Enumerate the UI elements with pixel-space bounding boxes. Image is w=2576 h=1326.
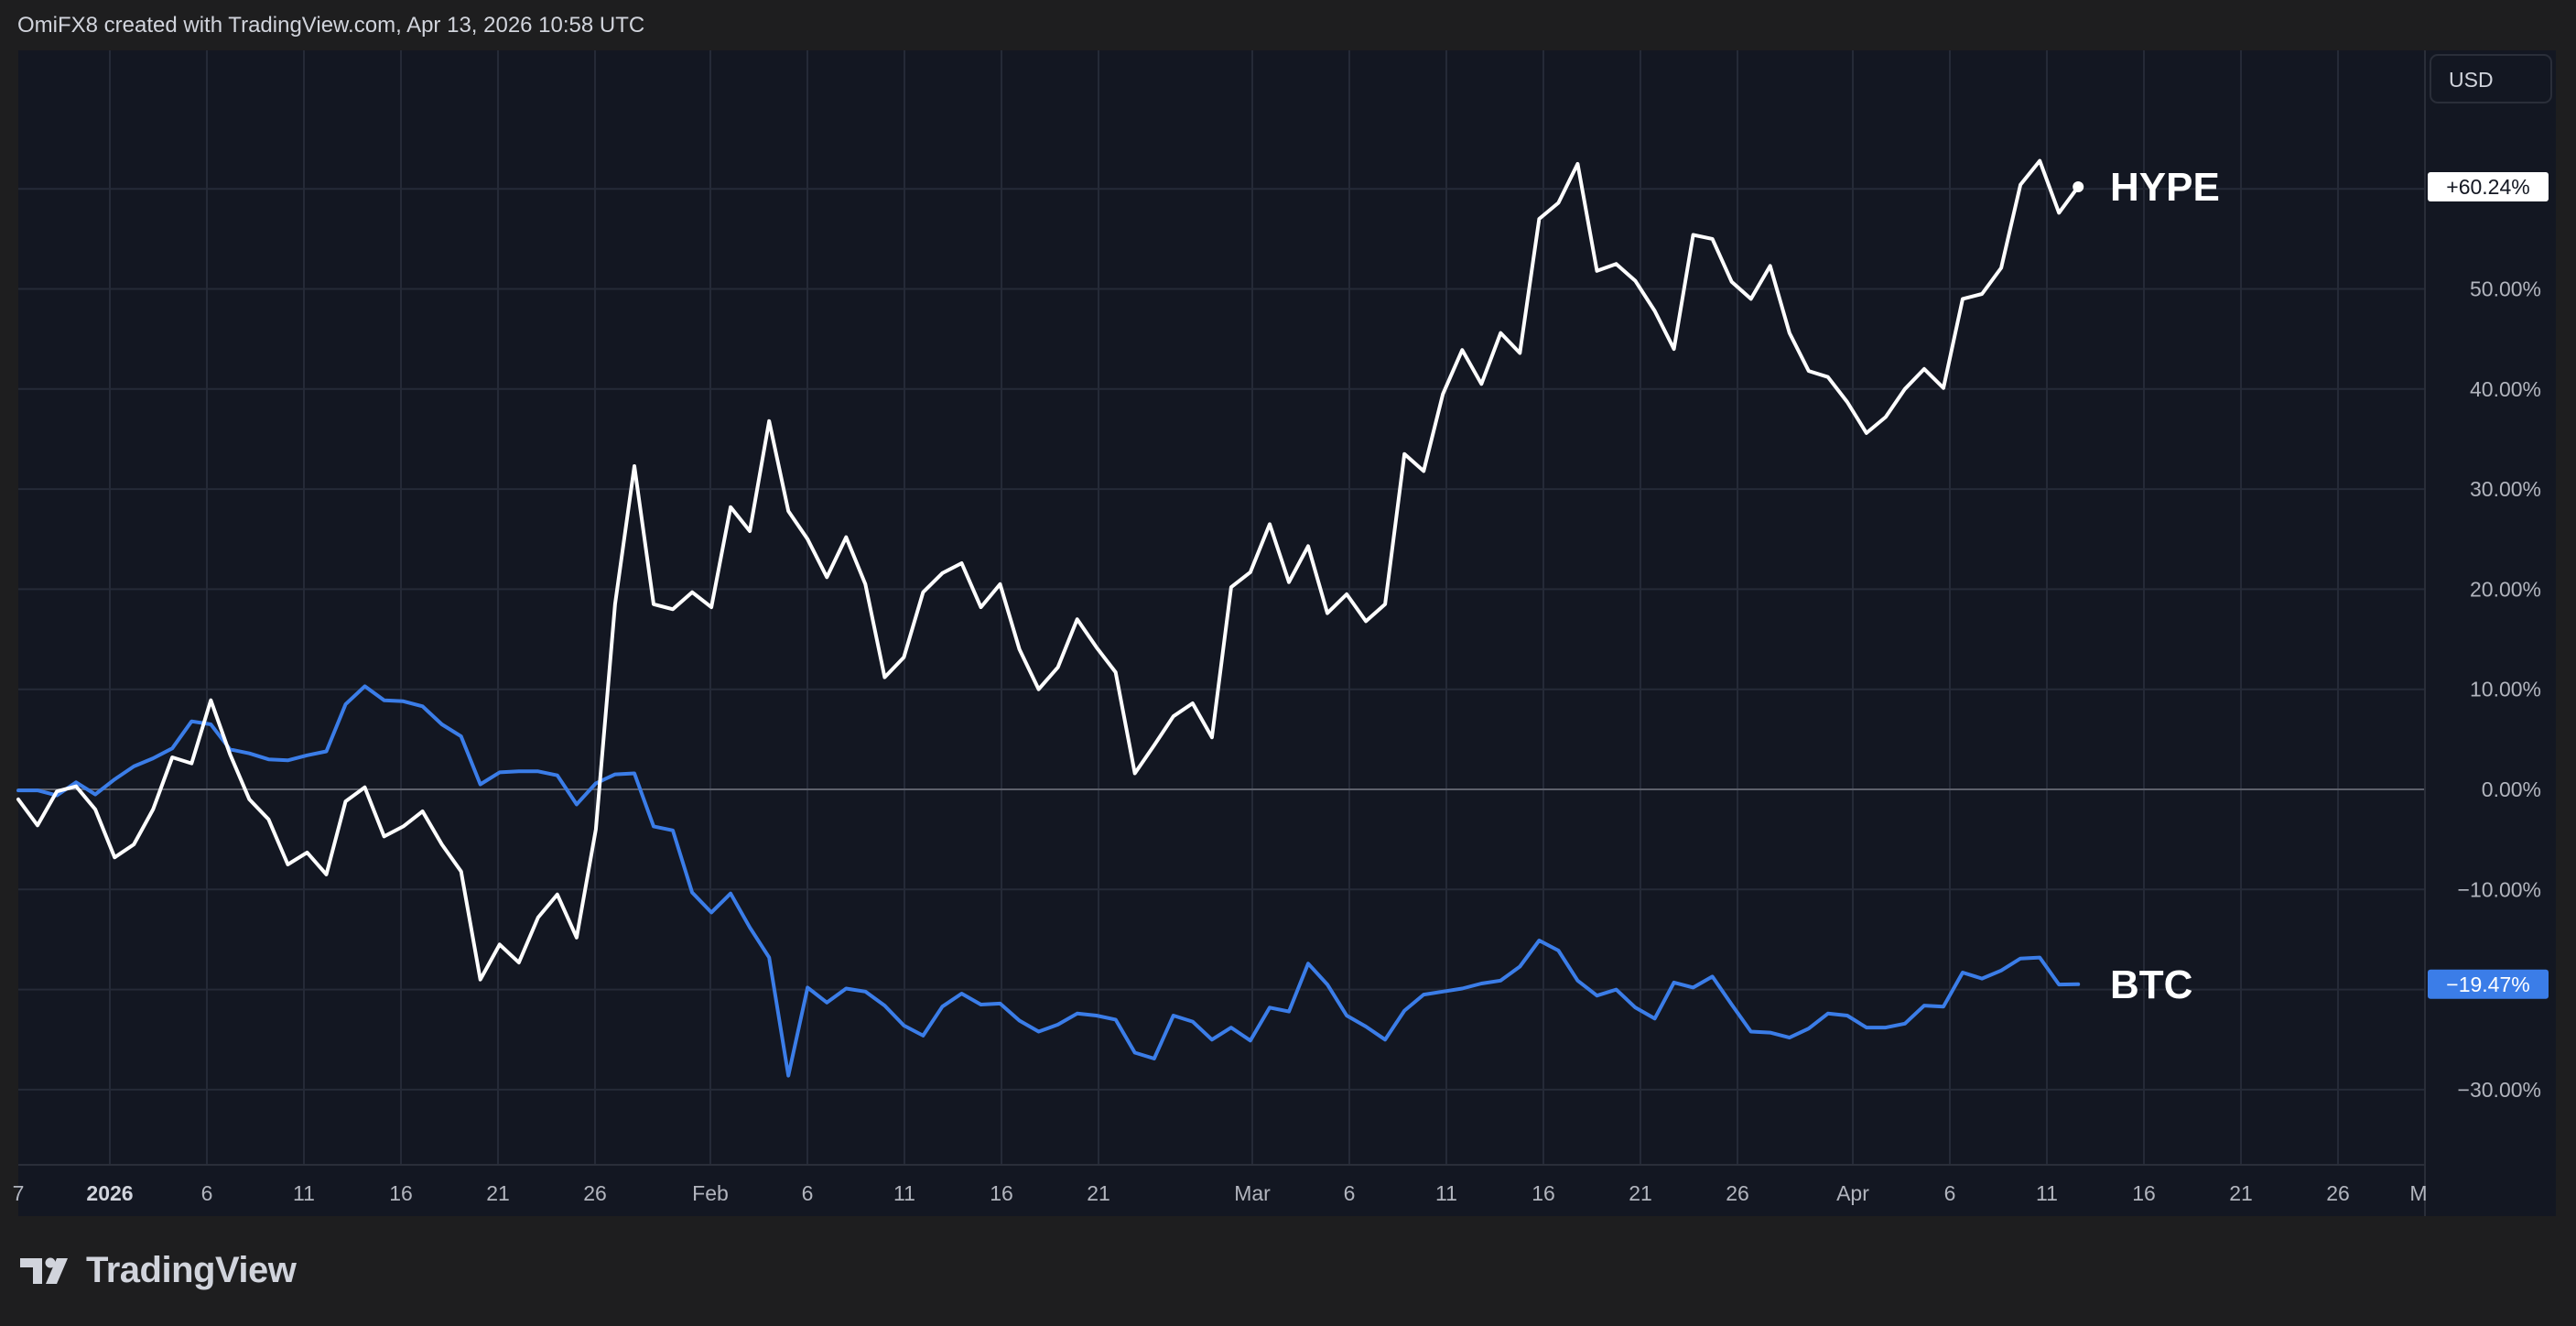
vertical-gridlines <box>109 50 2339 1165</box>
x-tick-label: 21 <box>1087 1181 1110 1205</box>
tradingview-logo[interactable]: TradingView <box>20 1250 297 1291</box>
x-tick-label: 6 <box>802 1181 814 1205</box>
last-value-labels: +60.24% −19.47% <box>2428 172 2549 999</box>
x-tick-label: 6 <box>1344 1181 1356 1205</box>
y-tick-label: −10.00% <box>2458 877 2541 901</box>
currency-button[interactable]: USD <box>2430 54 2552 103</box>
y-tick-label: 0.00% <box>2482 777 2541 801</box>
x-tick-label: 16 <box>389 1181 413 1205</box>
x-tick-label: M <box>2409 1181 2427 1205</box>
horizontal-gridlines <box>18 188 2424 1091</box>
x-tick-label: 21 <box>486 1181 510 1205</box>
x-tick-label: Mar <box>1234 1181 1271 1205</box>
x-tick-label: 16 <box>990 1181 1013 1205</box>
x-tick-label: 11 <box>893 1181 915 1205</box>
series-endpoint-hype <box>2073 181 2084 193</box>
last-value-label-hype: +60.24% <box>2446 175 2529 199</box>
time-axis-labels: 7 2026 6 11 16 21 26 Feb 6 11 16 21 Mar 6 11 16 21 26 Apr 6… <box>13 1181 2428 1205</box>
x-tick-label: 11 <box>293 1181 315 1205</box>
last-value-badge-hype <box>2428 172 2549 202</box>
x-tick-label: 11 <box>2036 1181 2058 1205</box>
x-tick-label: 6 <box>1944 1181 1956 1205</box>
x-tick-label: 26 <box>1726 1181 1749 1205</box>
currency-button-label: USD <box>2449 68 2494 92</box>
y-tick-label: 30.00% <box>2470 477 2541 501</box>
x-tick-label: 26 <box>583 1181 607 1205</box>
x-tick-label: 26 <box>2326 1181 2350 1205</box>
x-tick-label: 16 <box>2132 1181 2156 1205</box>
tradingview-wordmark: TradingView <box>86 1250 297 1290</box>
series-name-btc: BTC <box>2110 962 2192 1007</box>
x-tick-label: 7 <box>13 1181 25 1205</box>
y-tick-label: −30.00% <box>2458 1078 2541 1102</box>
y-tick-label: 20.00% <box>2470 577 2541 601</box>
x-tick-label: 11 <box>1435 1181 1457 1205</box>
x-tick-label: 21 <box>1629 1181 1652 1205</box>
x-tick-label: Apr <box>1836 1181 1869 1205</box>
y-tick-label: 50.00% <box>2470 277 2541 301</box>
x-tick-label: 2026 <box>86 1181 133 1205</box>
series-line-hype <box>16 158 2081 982</box>
x-tick-label: Feb <box>692 1181 729 1205</box>
series-name-hype: HYPE <box>2110 165 2220 210</box>
series-name-labels: HYPE BTC <box>2110 165 2220 1007</box>
series-lines <box>16 158 2084 1078</box>
x-tick-label: 16 <box>1532 1181 1555 1205</box>
attribution-header: OmiFX8 created with TradingView.com, Apr… <box>17 13 645 38</box>
plot-background <box>18 50 2424 1216</box>
tradingview-logo-icon <box>20 1257 68 1284</box>
y-tick-label: 40.00% <box>2470 377 2541 401</box>
x-tick-label: 21 <box>2229 1181 2253 1205</box>
x-tick-label: 6 <box>201 1181 213 1205</box>
price-axis-background <box>2426 50 2556 1216</box>
series-line-btc <box>16 684 2081 1078</box>
last-value-badge-btc <box>2428 969 2549 999</box>
y-tick-label: 10.00% <box>2470 678 2541 701</box>
last-value-label-btc: −19.47% <box>2446 973 2529 996</box>
